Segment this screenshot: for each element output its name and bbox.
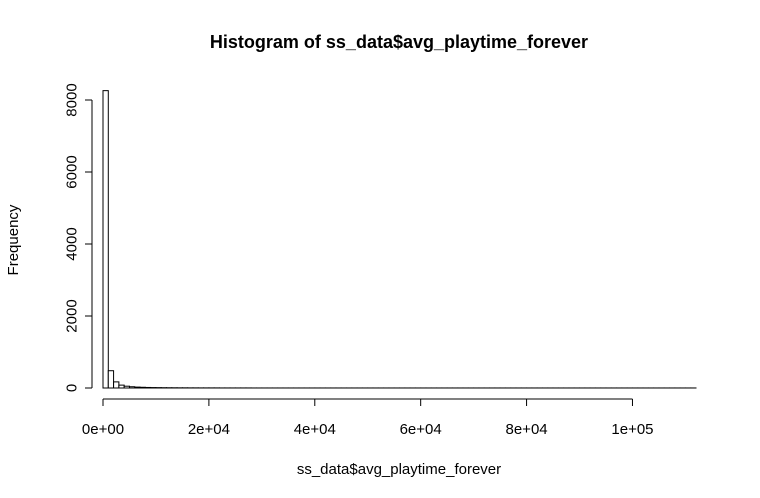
y-tick-label: 0: [64, 384, 81, 392]
x-tick-label: 1e+05: [611, 421, 653, 438]
y-tick-label: 8000: [64, 83, 81, 116]
chart-title: Histogram of ss_data$avg_playtime_foreve…: [210, 32, 588, 52]
x-tick-label: 4e+04: [294, 421, 336, 438]
x-tick-label: 8e+04: [506, 421, 548, 438]
histogram-bar: [128, 386, 136, 389]
histogram-bar: [134, 386, 141, 389]
y-tick-label: 2000: [64, 299, 81, 332]
histogram-bar: [144, 386, 152, 389]
histogram-bar: [123, 385, 130, 389]
y-axis-label: Frequency: [5, 204, 22, 275]
histogram-bar: [102, 90, 109, 389]
x-tick-label: 0e+00: [82, 421, 124, 438]
x-axis-label: ss_data$avg_playtime_forever: [297, 461, 501, 478]
histogram-bar: [107, 370, 115, 389]
y-tick-label: 4000: [64, 227, 81, 260]
histogram-bar: [113, 381, 120, 389]
histogram-bar: [118, 384, 125, 389]
x-axis: 0e+00 2e+04 4e+04 6e+04 8e+04 1e+05: [82, 398, 654, 438]
histogram-bar: [139, 386, 146, 389]
x-tick-label: 2e+04: [188, 421, 230, 438]
y-axis: 0 2000 4000 6000 8000: [64, 83, 93, 392]
y-tick-label: 6000: [64, 155, 81, 188]
bars-layer: [102, 90, 697, 389]
x-tick-label: 6e+04: [400, 421, 442, 438]
